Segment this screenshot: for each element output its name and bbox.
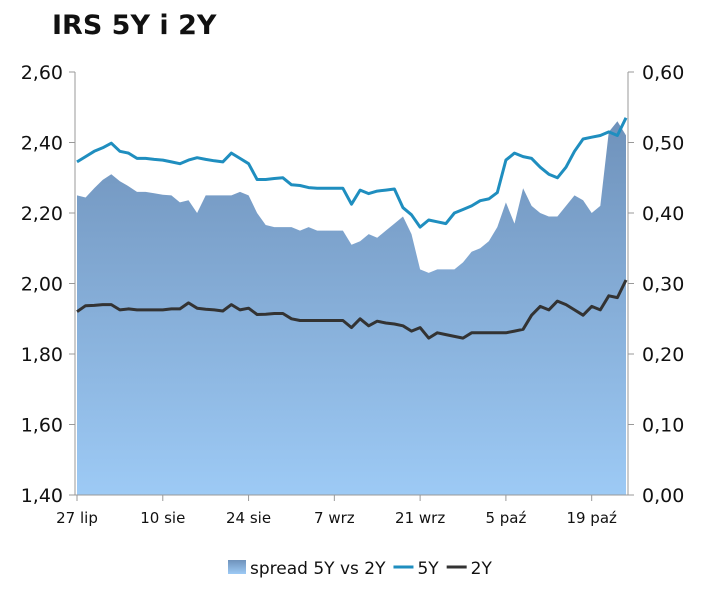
right-tick-label: 0,00 bbox=[642, 485, 684, 507]
legend-label: 5Y bbox=[417, 559, 439, 579]
series-2y-line bbox=[76, 279, 628, 340]
left-tick-label: 1,60 bbox=[21, 415, 63, 437]
series-5y-line bbox=[76, 117, 628, 229]
legend: spread 5Y vs 2Y 5Y 2Y bbox=[228, 559, 492, 579]
right-tick-label: 0,10 bbox=[642, 415, 684, 437]
left-tick-label: 2,60 bbox=[21, 62, 63, 84]
series-spread-area bbox=[77, 121, 626, 496]
x-tick-label: 10 sie bbox=[140, 509, 185, 527]
legend-swatch-spread bbox=[228, 560, 246, 574]
left-tick-label: 2,40 bbox=[21, 133, 63, 155]
left-tick-label: 2,00 bbox=[21, 274, 63, 296]
x-tick-label: 27 lip bbox=[56, 509, 98, 527]
x-tick-label: 19 paź bbox=[566, 509, 617, 527]
right-tick-label: 0,40 bbox=[642, 203, 684, 225]
x-tick-label: 7 wrz bbox=[314, 509, 355, 527]
right-tick-label: 0,60 bbox=[642, 62, 684, 84]
left-tick-label: 2,20 bbox=[21, 203, 63, 225]
left-tick-label: 1,80 bbox=[21, 344, 63, 366]
axes: 1,40 1,60 1,80 2,00 2,20 2,40 2,60 0,00 0,10 0,20… bbox=[21, 62, 685, 527]
chart-title: IRS 5Y i 2Y bbox=[52, 10, 217, 41]
right-tick-label: 0,20 bbox=[642, 344, 684, 366]
x-tick-label: 24 sie bbox=[226, 509, 271, 527]
left-tick-label: 1,40 bbox=[21, 485, 63, 507]
x-tick-label: 5 paź bbox=[485, 509, 526, 527]
plot-area bbox=[76, 117, 628, 496]
right-tick-label: 0,50 bbox=[642, 133, 684, 155]
right-tick-label: 0,30 bbox=[642, 274, 684, 296]
x-tick-label: 21 wrz bbox=[395, 509, 445, 527]
legend-label: spread 5Y vs 2Y bbox=[250, 559, 386, 579]
legend-label: 2Y bbox=[471, 559, 493, 579]
